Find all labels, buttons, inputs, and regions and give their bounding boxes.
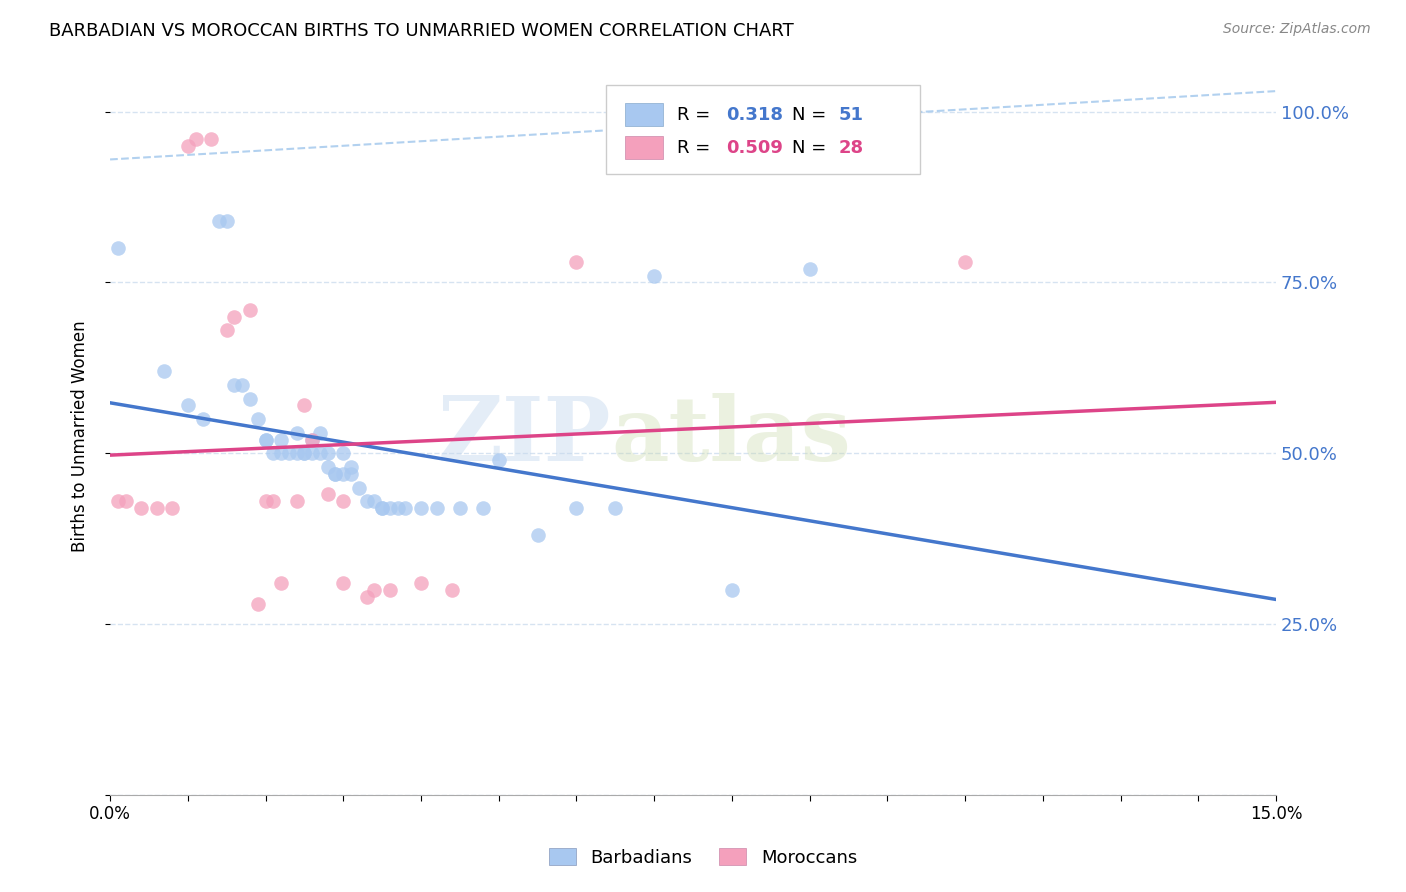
Point <box>285 425 308 440</box>
Text: 0.318: 0.318 <box>725 105 783 124</box>
Point <box>340 460 363 475</box>
FancyBboxPatch shape <box>626 103 662 126</box>
Point <box>145 501 167 516</box>
Point <box>184 132 207 146</box>
Point <box>262 446 284 460</box>
Point <box>215 323 238 337</box>
Point <box>371 501 394 516</box>
Point <box>565 501 588 516</box>
Point <box>292 399 315 413</box>
Text: BARBADIAN VS MOROCCAN BIRTHS TO UNMARRIED WOMEN CORRELATION CHART: BARBADIAN VS MOROCCAN BIRTHS TO UNMARRIE… <box>49 22 794 40</box>
Point <box>262 494 284 508</box>
Point <box>605 501 627 516</box>
Point <box>292 446 315 460</box>
Text: N =: N = <box>792 138 832 157</box>
Text: N =: N = <box>792 105 832 124</box>
Point <box>270 576 292 591</box>
Point <box>277 446 299 460</box>
Point <box>208 214 231 228</box>
Point <box>254 433 277 447</box>
Point <box>325 467 347 481</box>
Point <box>254 433 277 447</box>
Text: Source: ZipAtlas.com: Source: ZipAtlas.com <box>1223 22 1371 37</box>
Text: 51: 51 <box>839 105 863 124</box>
Point <box>107 494 129 508</box>
Point <box>472 501 495 516</box>
Point <box>332 494 354 508</box>
Point <box>316 460 339 475</box>
Point <box>231 378 253 392</box>
Point <box>270 446 292 460</box>
Point <box>488 453 510 467</box>
Point <box>332 446 354 460</box>
Point <box>224 310 246 324</box>
Text: 0.509: 0.509 <box>725 138 783 157</box>
Point <box>270 433 292 447</box>
Point <box>449 501 471 516</box>
Point <box>301 433 323 447</box>
Point <box>114 494 136 508</box>
Text: R =: R = <box>676 105 716 124</box>
Text: R =: R = <box>676 138 716 157</box>
Text: 28: 28 <box>839 138 863 157</box>
Point <box>301 446 323 460</box>
Point <box>356 590 378 604</box>
Point <box>177 138 200 153</box>
Point <box>394 501 416 516</box>
Point <box>301 433 323 447</box>
Point <box>292 446 315 460</box>
Point <box>799 261 821 276</box>
Point <box>309 446 332 460</box>
Point <box>153 364 176 378</box>
Point <box>371 501 394 516</box>
Point <box>162 501 184 516</box>
Point <box>340 467 363 481</box>
FancyBboxPatch shape <box>626 136 662 159</box>
Point <box>246 597 269 611</box>
Point <box>363 582 385 597</box>
Point <box>200 132 222 146</box>
Point <box>409 501 432 516</box>
Point <box>953 255 976 269</box>
Point <box>129 501 152 516</box>
Point <box>254 494 277 508</box>
Text: ZIP: ZIP <box>437 392 612 480</box>
Point <box>285 446 308 460</box>
Point <box>325 467 347 481</box>
Legend: Barbadians, Moroccans: Barbadians, Moroccans <box>541 841 865 874</box>
Y-axis label: Births to Unmarried Women: Births to Unmarried Women <box>72 320 89 552</box>
Point <box>347 481 370 495</box>
Point <box>309 425 332 440</box>
Point <box>316 446 339 460</box>
Point <box>316 487 339 501</box>
Point <box>193 412 215 426</box>
Point <box>332 467 354 481</box>
Point <box>363 494 385 508</box>
Point <box>239 392 262 406</box>
Point <box>378 582 401 597</box>
Point <box>441 582 464 597</box>
Point <box>425 501 447 516</box>
Point <box>285 494 308 508</box>
Point <box>526 528 548 542</box>
Text: atlas: atlas <box>612 392 851 480</box>
Point <box>224 378 246 392</box>
Point <box>721 582 744 597</box>
Point <box>356 494 378 508</box>
Point <box>643 268 665 283</box>
Point <box>332 576 354 591</box>
Point <box>246 412 269 426</box>
Point <box>565 255 588 269</box>
Point <box>387 501 409 516</box>
Point <box>107 241 129 255</box>
FancyBboxPatch shape <box>606 85 921 174</box>
Point <box>177 399 200 413</box>
Point <box>215 214 238 228</box>
Point <box>409 576 432 591</box>
Point <box>378 501 401 516</box>
Point <box>239 302 262 317</box>
